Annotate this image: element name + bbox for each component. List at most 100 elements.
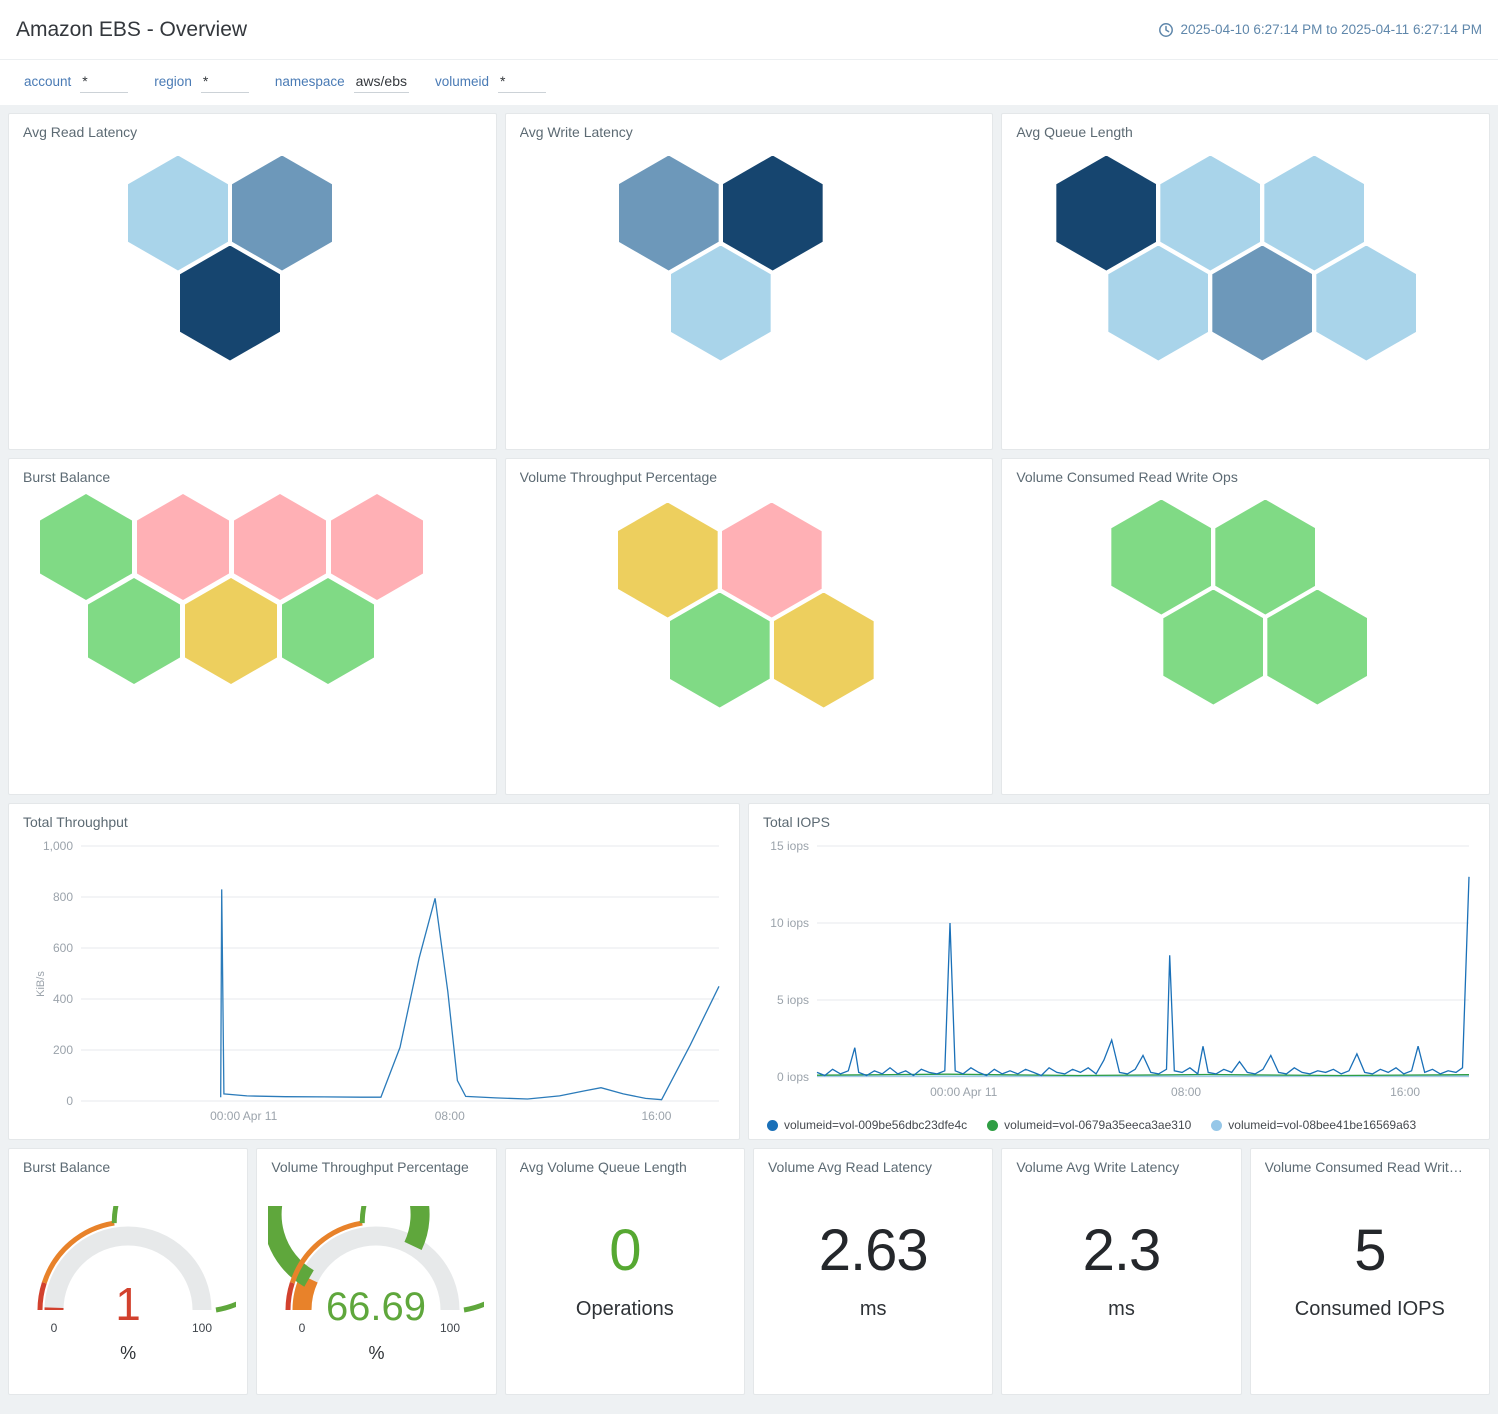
- panel-title[interactable]: Avg Read Latency: [23, 124, 138, 140]
- legend-item[interactable]: volumeid=vol-0679a35eeca3ae310: [987, 1118, 1191, 1132]
- legend-color-dot: [1211, 1119, 1223, 1131]
- dashboard-title: Amazon EBS - Overview: [16, 17, 248, 41]
- hexagon-yellow[interactable]: [773, 592, 874, 708]
- clock-icon: [1158, 22, 1173, 37]
- total-throughput-chart[interactable]: KiB/s 0 200 400 600 800 1,000 00:00 Apr 11 08:0…: [33, 838, 729, 1129]
- hexagon-green[interactable]: [40, 494, 132, 600]
- hexagon-green[interactable]: [1215, 499, 1316, 615]
- panel-volume-consumed-read-write: Volume Consumed Read Writ… 5 Consumed IO…: [1249, 1148, 1490, 1395]
- hex-row-latency: Avg Read Latency Avg Write Latency Avg Q…: [8, 113, 1490, 450]
- dashboard-body: Avg Read Latency Avg Write Latency Avg Q…: [0, 105, 1498, 1403]
- honeycomb-avg-read-latency: [9, 114, 496, 449]
- y-axis-unit-label: KiB/s: [35, 970, 47, 997]
- panel-volume-avg-read-latency: Volume Avg Read Latency 2.63 ms: [752, 1148, 994, 1395]
- hexagon-blue_dark[interactable]: [1056, 155, 1157, 271]
- panel-burst-balance-hex: Burst Balance: [8, 458, 497, 795]
- svg-text:08:00: 08:00: [435, 1109, 465, 1123]
- total-iops-chart[interactable]: 0 iops 5 iops 10 iops 15 iops 00:00 Apr 11 08…: [763, 838, 1479, 1105]
- legend-color-dot: [987, 1119, 999, 1131]
- hexagon-green[interactable]: [1267, 589, 1368, 705]
- dashboard-header: Amazon EBS - Overview 2025-04-10 6:27:14…: [0, 0, 1498, 60]
- panel-total-throughput: Total Throughput KiB/s 0 200 400 600 800 1,00…: [8, 803, 740, 1140]
- svg-text:0: 0: [299, 1321, 306, 1335]
- filter-volumeid-value-dropdown[interactable]: *: [498, 73, 547, 93]
- honeycomb-volume-consumed-ops: [1002, 459, 1489, 794]
- hexagon-green[interactable]: [282, 578, 374, 684]
- hex-row-balance: Burst Balance Volume Throughput Percenta…: [8, 458, 1490, 795]
- hexagon-blue_light[interactable]: [128, 155, 228, 271]
- filter-region-value-dropdown[interactable]: *: [200, 73, 249, 93]
- panel-title[interactable]: Total IOPS: [763, 814, 830, 830]
- time-range-label: 2025-04-10 6:27:14 PM to 2025-04-11 6:27…: [1180, 22, 1482, 37]
- panel-title[interactable]: Avg Volume Queue Length: [519, 1159, 687, 1175]
- svg-text:66.69: 66.69: [326, 1285, 426, 1329]
- svg-text:200: 200: [53, 1043, 73, 1057]
- svg-text:100: 100: [440, 1321, 460, 1335]
- stat-value: 2.3: [1082, 1218, 1162, 1283]
- panel-title[interactable]: Volume Consumed Read Write Ops: [1016, 469, 1238, 485]
- hexagon-pink[interactable]: [137, 494, 229, 600]
- hexagon-blue_light[interactable]: [1264, 155, 1365, 271]
- hexagon-green[interactable]: [669, 592, 770, 708]
- chart-canvas: 0 200 400 600 800 1,000 00:00 Apr 11 08:00 16:00: [43, 839, 720, 1123]
- legend-color-dot: [767, 1119, 778, 1131]
- hexagon-blue_mid[interactable]: [618, 155, 719, 271]
- hexagon-blue_mid[interactable]: [1212, 245, 1313, 361]
- series-line: [816, 876, 1470, 1077]
- filter-account-value-dropdown[interactable]: *: [80, 73, 129, 93]
- svg-text:1: 1: [115, 1278, 141, 1330]
- hexagon-blue_dark[interactable]: [722, 155, 823, 271]
- hexagon-yellow[interactable]: [617, 502, 718, 618]
- hexagon-green[interactable]: [1163, 589, 1264, 705]
- filter-bar: account * region * namespace aws/ebs vol…: [0, 60, 1498, 105]
- hexagon-blue_light[interactable]: [1108, 245, 1209, 361]
- honeycomb-burst-balance: [9, 459, 496, 794]
- hexagon-pink[interactable]: [234, 494, 326, 600]
- time-range-picker[interactable]: 2025-04-10 6:27:14 PM to 2025-04-11 6:27…: [1158, 22, 1482, 38]
- panel-title[interactable]: Burst Balance: [23, 1159, 111, 1175]
- panel-volume-consumed-read-write-ops-hex: Volume Consumed Read Write Ops: [1001, 458, 1490, 795]
- hexagon-pink[interactable]: [331, 494, 423, 600]
- hexagon-blue_light[interactable]: [1160, 155, 1261, 271]
- svg-text:5 iops: 5 iops: [777, 993, 809, 1007]
- panel-title[interactable]: Volume Consumed Read Writ…: [1264, 1159, 1463, 1175]
- gauge-unit: %: [120, 1342, 137, 1363]
- svg-text:15 iops: 15 iops: [770, 839, 809, 853]
- legend-label: volumeid=vol-0679a35eeca3ae310: [1004, 1118, 1192, 1132]
- panel-title[interactable]: Total Throughput: [23, 814, 128, 830]
- hexagon-blue_light[interactable]: [1316, 245, 1417, 361]
- svg-text:600: 600: [53, 941, 73, 955]
- hexagon-green[interactable]: [88, 578, 180, 684]
- hexagon-yellow[interactable]: [185, 578, 277, 684]
- hexagon-blue_dark[interactable]: [180, 245, 280, 361]
- legend-item[interactable]: volumeid=vol-009be56dbc23dfe4c: [767, 1118, 967, 1132]
- honeycomb-volume-throughput-percentage: [506, 459, 993, 794]
- panel-title[interactable]: Volume Throughput Percentage: [271, 1159, 469, 1175]
- svg-text:0 iops: 0 iops: [777, 1070, 809, 1084]
- filter-namespace-value-dropdown[interactable]: aws/ebs: [353, 73, 409, 93]
- hexagon-blue_mid[interactable]: [232, 155, 332, 271]
- series-line: [816, 1073, 1470, 1077]
- hexagon-green[interactable]: [1111, 499, 1212, 615]
- stat-label: ms: [859, 1298, 887, 1320]
- panel-title[interactable]: Volume Throughput Percentage: [519, 469, 718, 485]
- legend-label: volumeid=vol-009be56dbc23dfe4c: [784, 1118, 968, 1132]
- hexagon-pink[interactable]: [721, 502, 822, 618]
- svg-text:10 iops: 10 iops: [770, 916, 809, 930]
- panel-avg-write-latency: Avg Write Latency: [504, 113, 994, 450]
- panel-title[interactable]: Avg Write Latency: [519, 124, 633, 140]
- svg-text:100: 100: [192, 1321, 212, 1335]
- panel-title[interactable]: Avg Queue Length: [1016, 124, 1133, 140]
- stat-value: 0: [609, 1218, 641, 1283]
- honeycomb-avg-queue-length: [1002, 114, 1489, 449]
- panel-title[interactable]: Volume Avg Write Latency: [1016, 1159, 1180, 1175]
- panel-title[interactable]: Volume Avg Read Latency: [767, 1159, 932, 1175]
- svg-text:00:00 Apr 11: 00:00 Apr 11: [930, 1085, 997, 1099]
- hexagon-blue_light[interactable]: [670, 245, 771, 361]
- legend-item[interactable]: volumeid=vol-08bee41be16569a63: [1211, 1118, 1416, 1132]
- panel-total-iops: Total IOPS 0 iops 5 iops 10 iops 15 iops 00:…: [748, 803, 1490, 1140]
- panel-title[interactable]: Burst Balance: [23, 469, 111, 485]
- svg-text:00:00 Apr 11: 00:00 Apr 11: [210, 1109, 277, 1123]
- volume-throughput-gauge-svg: 66.69 0 100: [263, 1149, 496, 1335]
- filter-namespace: namespace aws/ebs: [275, 73, 409, 93]
